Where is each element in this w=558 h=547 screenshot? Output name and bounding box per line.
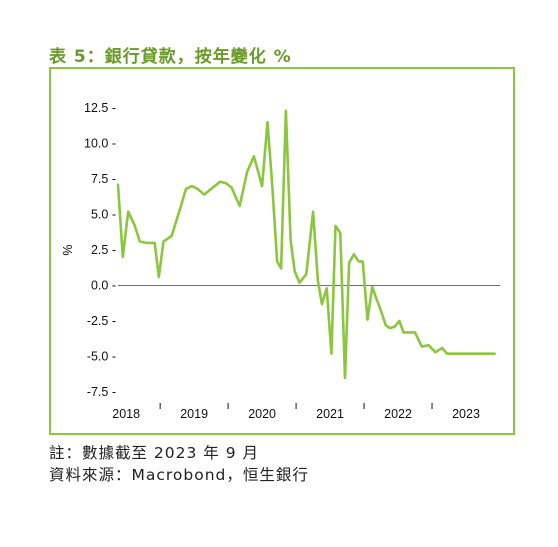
x-tick-label: 2018 — [112, 407, 140, 421]
x-tick-label: 2021 — [316, 407, 344, 421]
y-tick-label: 5.0 - — [91, 208, 116, 222]
chart-frame — [49, 67, 515, 435]
data-note: 註：數據截至 2023 年 9 月 — [49, 444, 260, 462]
y-tick-label: -7.5 - — [87, 385, 116, 399]
chart-title: 表 5：銀行貸款，按年變化 % — [49, 47, 292, 67]
y-axis-label: % — [61, 244, 75, 255]
source-note: 資料來源：Macrobond，恒生銀行 — [49, 466, 309, 484]
y-tick-label: 7.5 - — [91, 172, 116, 186]
y-tick-label: 2.5 - — [91, 243, 116, 257]
y-tick-label: -2.5 - — [87, 314, 116, 328]
y-tick-label: 0.0 - — [91, 279, 116, 293]
y-tick-label: 10.0 - — [84, 137, 116, 151]
x-tick-label: 2023 — [452, 407, 480, 421]
y-tick-label: -5.0 - — [87, 350, 116, 364]
x-tick-label: 2022 — [384, 407, 412, 421]
y-tick-label: 12.5 - — [84, 101, 116, 115]
footnotes: 註：數據截至 2023 年 9 月 資料來源：Macrobond，恒生銀行 — [49, 442, 309, 486]
series-line — [116, 109, 496, 380]
x-tick-label: 2019 — [180, 407, 208, 421]
line-chart: 12.5 - 10.0 - 7.5 - 5.0 - 2.5 - 0.0 - -2.5 - -5… — [61, 101, 500, 421]
x-tick-label: 2020 — [248, 407, 276, 421]
